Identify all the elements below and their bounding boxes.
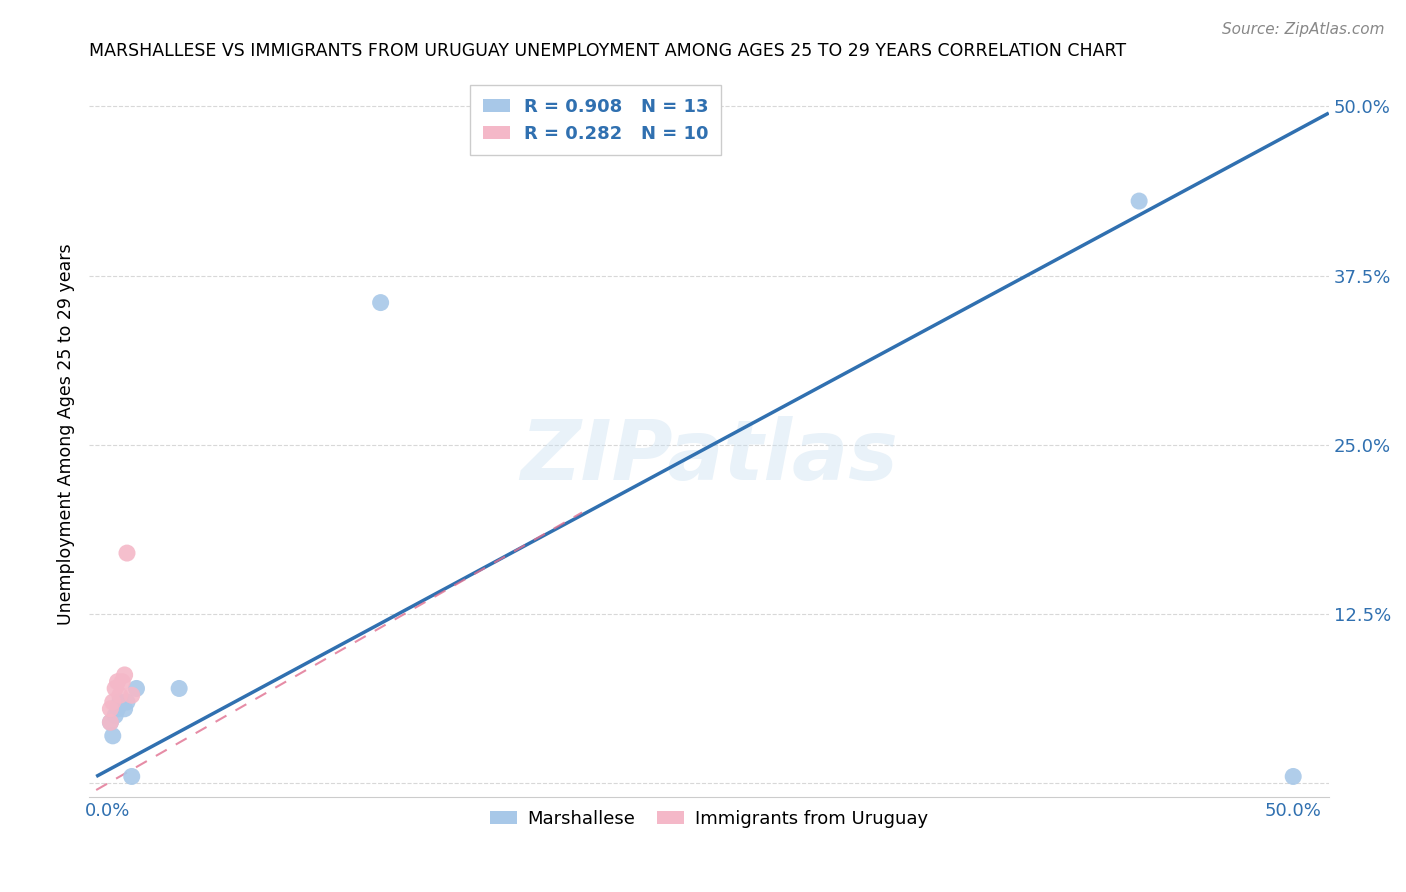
Point [1282, 769, 1305, 783]
Point [104, 681, 127, 696]
Point [100, 702, 122, 716]
Text: Source: ZipAtlas.com: Source: ZipAtlas.com [1222, 22, 1385, 37]
Point [107, 674, 129, 689]
Point [107, 702, 129, 716]
Point [125, 681, 148, 696]
Point [167, 681, 190, 696]
Point [121, 769, 143, 783]
Text: MARSHALLESE VS IMMIGRANTS FROM URUGUAY UNEMPLOYMENT AMONG AGES 25 TO 29 YEARS CO: MARSHALLESE VS IMMIGRANTS FROM URUGUAY U… [89, 42, 1126, 60]
Point [101, 729, 124, 743]
Point [114, 702, 136, 716]
Point [1128, 194, 1150, 208]
Point [108, 695, 131, 709]
Point [115, 695, 138, 709]
Point [100, 715, 122, 730]
Y-axis label: Unemployment Among Ages 25 to 29 years: Unemployment Among Ages 25 to 29 years [58, 244, 75, 625]
Point [104, 708, 127, 723]
Point [114, 668, 136, 682]
Text: ZIPatlas: ZIPatlas [520, 416, 898, 497]
Point [101, 695, 124, 709]
Point [121, 688, 143, 702]
Point [111, 674, 134, 689]
Point [370, 295, 392, 310]
Point [108, 688, 131, 702]
Legend: Marshallese, Immigrants from Uruguay: Marshallese, Immigrants from Uruguay [482, 803, 935, 835]
Point [100, 715, 122, 730]
Point [115, 546, 138, 560]
